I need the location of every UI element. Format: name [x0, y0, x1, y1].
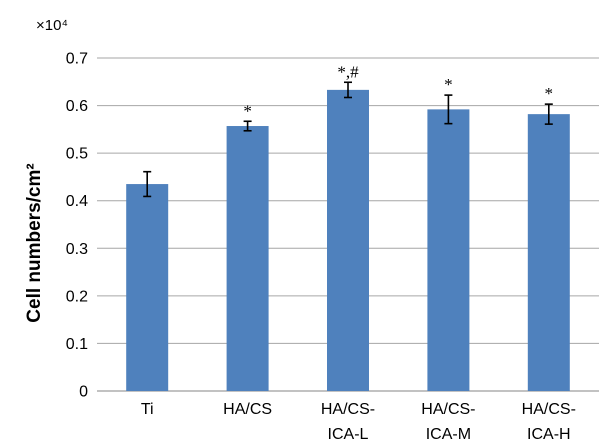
x-tick-label: ICA-L — [328, 426, 369, 443]
error-bar — [444, 94, 453, 125]
significance-marker: *,# — [337, 62, 359, 81]
x-tick-label: HA/CS- — [522, 401, 576, 418]
y-tick-label: 0.1 — [66, 336, 88, 353]
bar — [527, 114, 570, 392]
x-tick-label: ICA-H — [527, 426, 571, 443]
x-tick-label: ICA-M — [426, 426, 471, 443]
significance-marker: * — [243, 101, 252, 120]
x-tick-label: HA/CS- — [421, 401, 475, 418]
bar — [327, 89, 369, 391]
bars — [126, 89, 570, 392]
y-tick-labels: 0 0.1 0.2 0.3 0.4 0.5 0.6 0.7 — [66, 51, 88, 401]
significance-marker: * — [545, 84, 554, 103]
bar — [427, 109, 470, 392]
y-axis-title: Cell numbers/cm² — [24, 163, 45, 322]
bar — [126, 184, 169, 391]
bar — [226, 126, 269, 391]
significance-annotations: * *,# * * — [243, 62, 553, 120]
y-multiplier-label: ×10⁴ — [36, 17, 68, 34]
error-bars — [143, 81, 553, 198]
significance-marker: * — [444, 75, 453, 94]
y-tick-label: 0 — [79, 384, 88, 401]
y-tick-label: 0.6 — [66, 98, 88, 115]
y-tick-label: 0.7 — [66, 51, 88, 68]
y-tick-label: 0.4 — [66, 193, 88, 210]
error-bar — [344, 81, 352, 99]
error-bar — [243, 120, 252, 132]
x-tick-labels: Ti HA/CS HA/CS- ICA-L HA/CS- ICA-M HA/CS- ICA-H — [141, 401, 576, 443]
x-tick-label: HA/CS — [223, 401, 272, 418]
error-bar — [143, 170, 152, 198]
x-tick-label: HA/CS- — [321, 401, 375, 418]
x-tick-label: Ti — [141, 401, 154, 418]
y-tick-label: 0.5 — [66, 146, 88, 163]
error-bar — [544, 103, 553, 125]
y-tick-label: 0.3 — [66, 241, 88, 258]
y-tick-label: 0.2 — [66, 288, 88, 305]
